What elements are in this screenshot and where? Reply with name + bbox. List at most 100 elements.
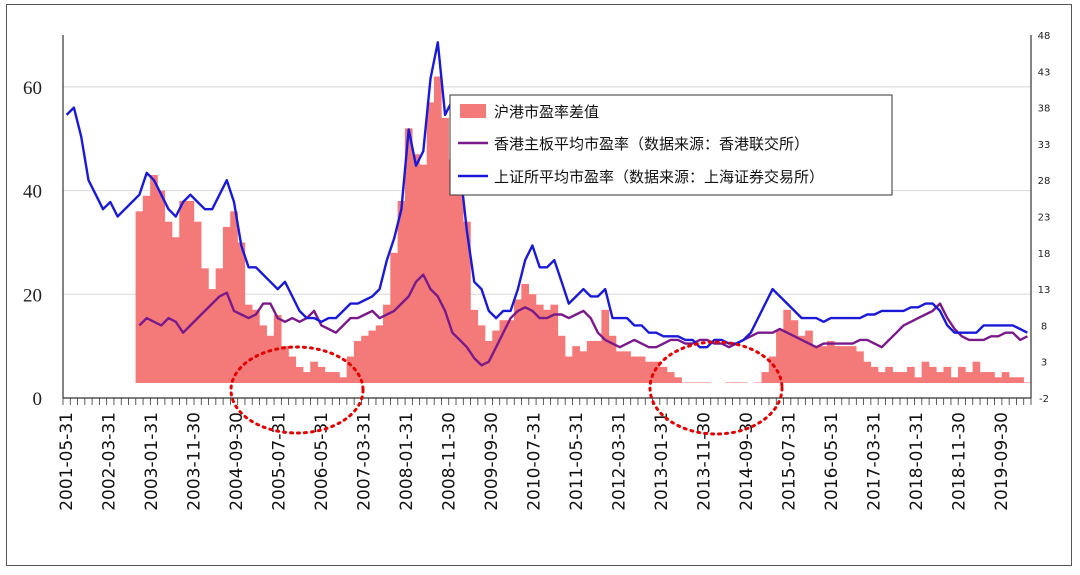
x-tick-label-6: 2006-05-31: [312, 412, 332, 511]
bar-117: [987, 372, 995, 383]
legend-swatch-bar: [460, 104, 486, 118]
bar-64: [601, 309, 610, 383]
bar-53: [521, 283, 530, 383]
bar-90: [790, 320, 799, 383]
y2-tick-label-3: 13: [1038, 285, 1051, 296]
bar-41: [433, 76, 442, 383]
bar-62: [586, 340, 595, 383]
sh-pe-line: [65, 41, 1028, 349]
legend-box: [449, 94, 893, 196]
x-tick-label-5: 2005-07-31: [270, 412, 290, 511]
bar-40: [426, 102, 435, 384]
bar-81: [725, 382, 733, 383]
y-tick-label-1: 20: [23, 285, 42, 306]
bar-87: [768, 356, 777, 383]
bar-15: [244, 304, 253, 383]
bar-35: [390, 252, 398, 383]
x-tick-label-4: 2004-09-30: [227, 412, 247, 511]
y-tick-label-0: 0: [33, 389, 43, 410]
bar-34: [383, 304, 391, 383]
y2-tick-label-8: 38: [1038, 104, 1051, 115]
highlight-ellipse-left: [229, 345, 365, 435]
bar-61: [579, 351, 588, 383]
bar-66: [615, 351, 624, 383]
x-tick-label-9: 2008-11-30: [440, 412, 460, 511]
bar-68: [630, 356, 639, 383]
bar-113: [958, 366, 966, 383]
bar-103: [885, 366, 893, 383]
bar-43: [448, 159, 457, 383]
bar-93: [812, 346, 821, 383]
bar-115: [972, 361, 981, 383]
x-tick-label-17: 2015-07-31: [780, 412, 800, 511]
highlight-ellipses: [229, 340, 784, 436]
bar-109: [928, 366, 937, 383]
bar-29: [346, 356, 355, 383]
chart-frame: [6, 4, 1072, 566]
bar-118: [994, 377, 1003, 383]
bar-2: [150, 175, 158, 383]
bar-3: [157, 190, 166, 383]
bar-101: [870, 366, 879, 383]
bar-92: [805, 330, 813, 383]
bar-46: [470, 309, 479, 383]
y2-tick-label-1: 3: [1041, 358, 1047, 369]
y-tick-label-3: 60: [23, 78, 42, 99]
highlight-ellipse-right: [648, 340, 784, 436]
x-tick-label-2: 2003-01-31: [142, 412, 162, 511]
bar-55: [535, 304, 544, 383]
bar-78: [703, 382, 711, 383]
bar-100: [863, 361, 872, 383]
x-tick-label-10: 2009-09-30: [482, 412, 502, 511]
bar-13: [230, 211, 238, 383]
bar-104: [892, 372, 901, 383]
bar-7: [186, 200, 195, 383]
x-tick-label-1: 2002-03-31: [100, 412, 120, 511]
bar-75: [681, 382, 690, 383]
bar-83: [739, 382, 748, 383]
legend-label-spread: 沪港市盈率差值: [494, 103, 599, 121]
bar-30: [353, 340, 362, 383]
y2-tick-label-2: 8: [1041, 321, 1047, 332]
bar-52: [514, 299, 522, 383]
bar-95: [827, 340, 835, 383]
bar-97: [841, 346, 850, 383]
bar-10: [208, 289, 217, 383]
bar-116: [979, 372, 988, 383]
bar-8: [193, 221, 202, 383]
bar-1: [142, 195, 151, 383]
bar-45: [463, 221, 471, 383]
bar-26: [324, 372, 333, 383]
legend: 沪港市盈率差值 香港主板平均市盈率（数据来源：香港联交所） 上证所平均市盈率（数…: [449, 94, 893, 196]
bar-122: [1023, 382, 1032, 383]
bar-73: [666, 372, 675, 383]
bar-0: [135, 211, 144, 383]
bar-102: [877, 372, 886, 383]
bar-27: [332, 372, 340, 383]
bar-37: [404, 128, 413, 383]
bar-38: [412, 154, 420, 383]
bar-110: [936, 372, 944, 383]
bar-44: [455, 180, 464, 383]
x-tick-label-7: 2007-03-31: [355, 412, 375, 511]
bar-86: [761, 372, 770, 383]
bar-32: [368, 330, 377, 383]
x-tick-label-22: 2019-09-30: [992, 412, 1012, 511]
x-tick-label-21: 2018-11-30: [950, 412, 970, 511]
y2-tick-label-7: 33: [1038, 140, 1051, 151]
bar-98: [848, 346, 857, 383]
y2-tick-label-9: 43: [1038, 67, 1051, 78]
bar-22: [295, 366, 304, 383]
bar-111: [943, 366, 952, 383]
y2-tick-label-10: 48: [1038, 31, 1051, 42]
bar-106: [907, 366, 915, 383]
bar-77: [696, 382, 704, 383]
bar-21: [288, 356, 297, 383]
bar-65: [608, 335, 617, 383]
bar-11: [215, 268, 224, 383]
y2-tick-label-6: 28: [1038, 176, 1051, 187]
legend-label-hk: 香港主板平均市盈率（数据来源：香港联交所）: [494, 135, 809, 153]
bar-72: [659, 366, 668, 383]
